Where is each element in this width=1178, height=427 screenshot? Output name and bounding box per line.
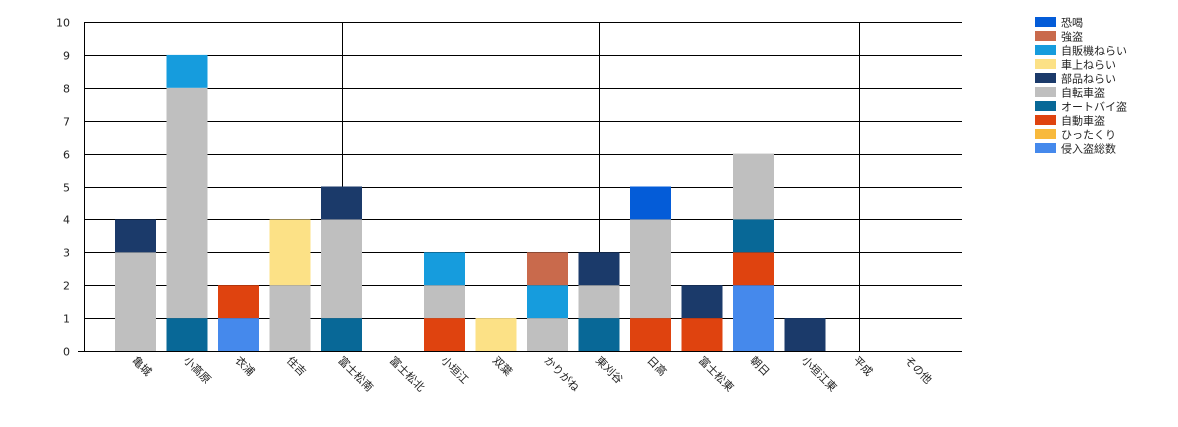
chart-grid bbox=[84, 22, 962, 352]
bar-segment-日高-自転車盗 bbox=[630, 219, 671, 319]
y-tick-label-3: 3 bbox=[63, 247, 70, 260]
x-axis-tick-labels: 亀城 小高原 衣浦 住吉 富士松南 富士松北 小垣江 双葉 かりがね 東刈谷 日高 富士松東 朝日 小垣江… bbox=[129, 353, 934, 394]
bar-segment-東刈谷-オートバイ盗 bbox=[578, 318, 620, 351]
bar-segment-小垣江-自販機ねらい bbox=[424, 252, 465, 286]
chart-axes bbox=[78, 22, 962, 352]
bar-segment-日高-恐喝 bbox=[630, 186, 671, 220]
bar-segment-朝日-侵入盗総数 bbox=[733, 285, 774, 351]
x-tick-label-9: 東刈谷 bbox=[593, 354, 626, 387]
x-tick-label-15: その他 bbox=[902, 354, 935, 387]
legend-label-強盗: 強盗 bbox=[1061, 31, 1083, 44]
y-tick-label-10: 10 bbox=[56, 17, 70, 30]
legend-label-自動車盗: 自動車盗 bbox=[1061, 114, 1105, 128]
legend-swatch-侵入盗総数 bbox=[1035, 143, 1056, 153]
legend-label-ひったくり: ひったくり bbox=[1061, 129, 1116, 142]
x-tick-label-7: 双葉 bbox=[490, 353, 515, 378]
legend-label-部品ねらい: 部品ねらい bbox=[1061, 72, 1116, 86]
y-tick-label-0: 0 bbox=[63, 346, 70, 359]
bar-segment-東刈谷-自転車盗 bbox=[578, 285, 620, 319]
y-axis-tick-labels: 0 1 2 3 4 5 6 7 8 9 10 bbox=[56, 17, 70, 359]
legend-label-侵入盗総数: 侵入盗総数 bbox=[1061, 142, 1116, 156]
x-tick-label-11: 富士松東 bbox=[696, 353, 737, 394]
x-tick-label-5: 富士松北 bbox=[387, 353, 428, 394]
x-tick-label-13: 小垣江東 bbox=[799, 354, 839, 394]
legend-label-自転車盗: 自転車盗 bbox=[1061, 86, 1105, 100]
x-tick-label-2: 衣浦 bbox=[232, 353, 257, 378]
legend-label-オートバイ盗: オートバイ盗 bbox=[1061, 101, 1127, 114]
legend-label-恐喝: 恐喝 bbox=[1061, 17, 1083, 30]
bar-segment-小垣江-自動車盗 bbox=[424, 318, 465, 351]
bar-segment-小垣江東-部品ねらい bbox=[784, 318, 826, 351]
y-tick-label-9: 9 bbox=[63, 50, 70, 63]
bar-segment-亀城-部品ねらい bbox=[115, 219, 156, 253]
bar-segment-衣浦-侵入盗総数 bbox=[218, 318, 259, 351]
legend-swatch-自転車盗 bbox=[1035, 87, 1056, 97]
bar-segment-朝日-自動車盗 bbox=[733, 252, 774, 286]
y-tick-label-6: 6 bbox=[63, 149, 70, 162]
bar-segment-朝日-オートバイ盗 bbox=[733, 219, 774, 253]
y-tick-label-5: 5 bbox=[63, 182, 70, 195]
x-tick-label-3: 住吉 bbox=[284, 353, 309, 378]
legend-label-自販機ねらい: 自販機ねらい bbox=[1061, 44, 1127, 58]
x-tick-label-10: 日高 bbox=[644, 353, 669, 378]
x-tick-label-14: 平成 bbox=[850, 354, 875, 379]
bar-segment-亀城-自転車盗 bbox=[115, 252, 156, 351]
bar-segment-衣浦-自動車盗 bbox=[218, 285, 259, 319]
legend-swatch-部品ねらい bbox=[1035, 73, 1056, 83]
bar-segment-かりがね-自転車盗 bbox=[527, 318, 568, 351]
bar-segment-小垣江-自転車盗 bbox=[424, 285, 465, 319]
bar-segment-かりがね-強盗 bbox=[527, 252, 568, 286]
x-tick-label-4: 富士松南 bbox=[335, 353, 376, 394]
chart-legend: 恐喝強盗自販機ねらい車上ねらい部品ねらい自転車盗オートバイ盗自動車盗ひったくり侵… bbox=[1035, 17, 1127, 156]
x-tick-label-0: 亀城 bbox=[129, 353, 154, 378]
bar-segment-小高原-自販機ねらい bbox=[166, 54, 208, 88]
legend-swatch-オートバイ盗 bbox=[1035, 101, 1056, 111]
legend-swatch-ひったくり bbox=[1035, 129, 1056, 139]
legend-swatch-強盗 bbox=[1035, 31, 1056, 41]
bar-segment-朝日-自転車盗 bbox=[733, 153, 774, 220]
x-tick-label-12: 朝日 bbox=[747, 354, 772, 379]
bar-segment-かりがね-自販機ねらい bbox=[527, 285, 568, 319]
x-tick-label-8: かりがね bbox=[541, 353, 582, 394]
bar-segment-小高原-オートバイ盗 bbox=[166, 318, 208, 351]
y-tick-label-8: 8 bbox=[63, 83, 70, 96]
x-tick-label-1: 小高原 bbox=[181, 353, 214, 386]
bar-segment-富士松南-オートバイ盗 bbox=[321, 318, 362, 351]
y-tick-label-2: 2 bbox=[63, 280, 70, 293]
legend-swatch-自販機ねらい bbox=[1035, 45, 1056, 55]
chart-bars bbox=[115, 54, 826, 351]
legend-swatch-自動車盗 bbox=[1035, 115, 1056, 125]
bar-segment-東刈谷-部品ねらい bbox=[578, 252, 620, 286]
bar-segment-富士松東-部品ねらい bbox=[681, 285, 723, 319]
bar-segment-富士松南-自転車盗 bbox=[321, 219, 362, 319]
legend-label-車上ねらい: 車上ねらい bbox=[1061, 58, 1116, 72]
legend-swatch-恐喝 bbox=[1035, 17, 1056, 27]
bar-segment-住吉-車上ねらい bbox=[269, 219, 311, 286]
y-tick-label-7: 7 bbox=[63, 116, 70, 129]
x-tick-label-6: 小垣江 bbox=[438, 354, 471, 387]
bar-segment-富士松南-部品ねらい bbox=[321, 186, 362, 220]
legend-swatch-車上ねらい bbox=[1035, 59, 1056, 69]
y-tick-label-4: 4 bbox=[63, 214, 70, 227]
bar-segment-富士松東-自動車盗 bbox=[681, 318, 723, 351]
bar-segment-双葉-車上ねらい bbox=[475, 318, 517, 351]
y-tick-label-1: 1 bbox=[63, 313, 70, 326]
bar-segment-小高原-自転車盗 bbox=[166, 87, 208, 319]
bar-segment-日高-自動車盗 bbox=[630, 318, 671, 351]
bar-segment-住吉-自転車盗 bbox=[269, 285, 311, 351]
